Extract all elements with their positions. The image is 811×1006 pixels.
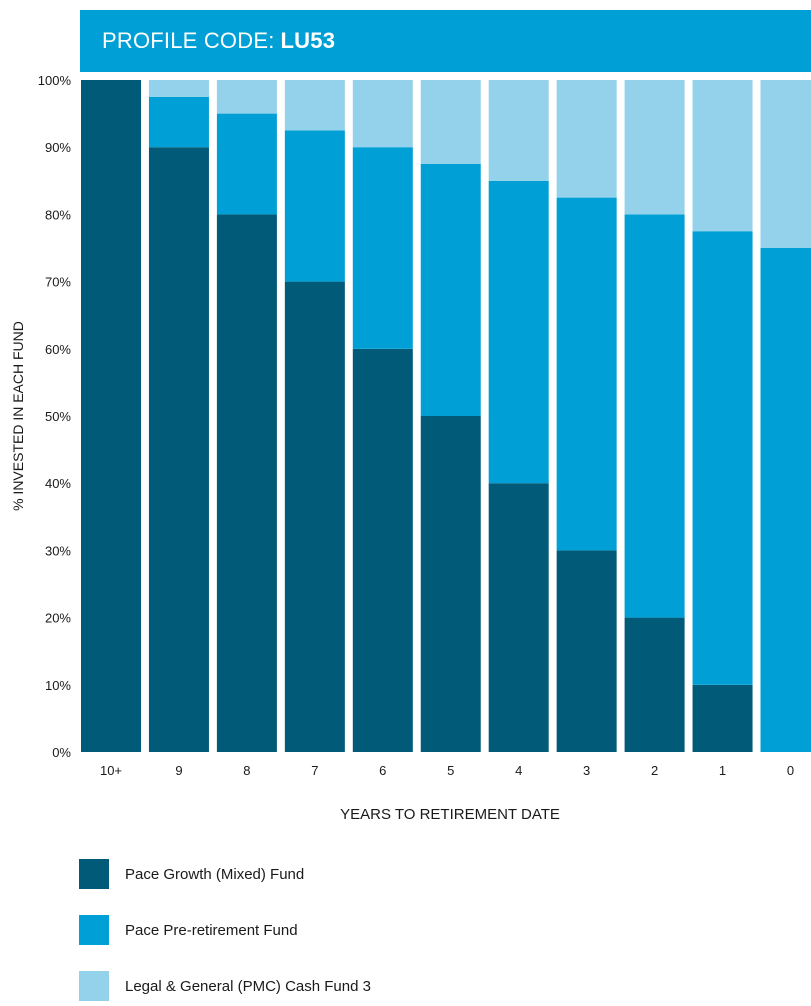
- legend-label: Pace Growth (Mixed) Fund: [125, 865, 305, 883]
- legend-item: Pace Pre-retirement Fund: [79, 915, 298, 945]
- bar-segment-2-0: [760, 248, 811, 752]
- y-tick-label: 70%: [45, 275, 71, 290]
- y-tick-label: 30%: [45, 543, 71, 558]
- y-tick-label: 80%: [45, 207, 71, 222]
- legend-swatch: [79, 915, 109, 945]
- y-tick-label: 90%: [45, 140, 71, 155]
- profile-code-label: PROFILE CODE:: [102, 28, 275, 53]
- bar-segment-1-8: [216, 214, 277, 752]
- bar-segment-1-6: [352, 348, 413, 752]
- x-tick-label: 5: [447, 763, 454, 778]
- y-axis-ticks: 0% 10% 20% 30% 40% 50% 60% 70% 80% 90% 100%: [38, 73, 72, 760]
- y-axis-label-group: % INVESTED IN EACH FUND: [10, 321, 26, 511]
- x-axis-label: YEARS TO RETIREMENT DATE: [340, 806, 560, 823]
- y-tick-label: 10%: [45, 678, 71, 693]
- x-tick-label: 4: [515, 763, 522, 778]
- bar-segment-1-10plus: [81, 80, 141, 752]
- bar-segment-1-9: [148, 147, 209, 752]
- bar-segment-3-7: [284, 80, 345, 131]
- bars: [81, 80, 811, 752]
- bar-segment-2-5: [420, 164, 481, 416]
- bar-segment-3-0: [760, 80, 811, 248]
- bar-segment-2-3: [556, 197, 617, 551]
- bar-segment-3-2: [624, 80, 685, 215]
- x-tick-label: 7: [311, 763, 318, 778]
- legend-swatch: [79, 971, 109, 1001]
- x-tick-label: 9: [175, 763, 182, 778]
- y-tick-label: 60%: [45, 342, 71, 357]
- x-tick-label: 8: [243, 763, 250, 778]
- x-tick-label: 3: [583, 763, 590, 778]
- legend-item: Legal & General (PMC) Cash Fund 3: [79, 971, 371, 1001]
- bar-segment-2-8: [216, 113, 277, 215]
- bar-segment-3-8: [216, 80, 277, 114]
- x-tick-label: 0: [787, 763, 794, 778]
- profile-header: PROFILE CODE: LU53: [80, 10, 811, 72]
- bar-segment-1-4: [488, 483, 549, 752]
- bar-segment-2-2: [624, 214, 685, 618]
- y-tick-label: 50%: [45, 409, 71, 424]
- bar-segment-1-2: [624, 617, 685, 752]
- bar-segment-1-1: [692, 684, 753, 752]
- bar-segment-3-6: [352, 80, 413, 148]
- bar-segment-3-9: [148, 80, 209, 97]
- bar-segment-3-1: [692, 80, 753, 232]
- bar-segment-2-6: [352, 147, 413, 349]
- bar-segment-1-3: [556, 550, 617, 752]
- x-tick-label: 1: [719, 763, 726, 778]
- bar-segment-2-4: [488, 180, 549, 484]
- y-tick-label: 100%: [38, 73, 72, 88]
- profile-code-value: LU53: [280, 28, 336, 53]
- bar-segment-2-7: [284, 130, 345, 282]
- bar-segment-3-4: [488, 80, 549, 181]
- x-tick-label: 2: [651, 763, 658, 778]
- y-axis-label: % INVESTED IN EACH FUND: [10, 321, 26, 511]
- bar-segment-2-1: [692, 231, 753, 685]
- y-tick-label: 0%: [52, 745, 71, 760]
- x-tick-label: 6: [379, 763, 386, 778]
- bar-segment-3-3: [556, 80, 617, 198]
- bar-segment-2-9: [148, 96, 209, 148]
- stacked-bar-chart: % INVESTED IN EACH FUND 0%10%20%30%40%50…: [10, 73, 811, 778]
- legend-label: Legal & General (PMC) Cash Fund 3: [125, 977, 371, 995]
- bar-segment-3-5: [420, 80, 481, 164]
- profile-code-heading: PROFILE CODE: LU53: [102, 28, 335, 54]
- legend-item: Pace Growth (Mixed) Fund: [79, 859, 304, 889]
- x-tick-label: 10+: [100, 763, 122, 778]
- bar-segment-1-5: [420, 416, 481, 752]
- y-tick-label: 20%: [45, 611, 71, 626]
- legend-label: Pace Pre-retirement Fund: [125, 921, 298, 939]
- y-tick-label: 40%: [45, 476, 71, 491]
- legend-swatch: [79, 859, 109, 889]
- bar-segment-1-7: [284, 281, 345, 752]
- x-axis-ticks: 10+ 9 8 7 6 5 4 3 2 1 0: [100, 763, 794, 778]
